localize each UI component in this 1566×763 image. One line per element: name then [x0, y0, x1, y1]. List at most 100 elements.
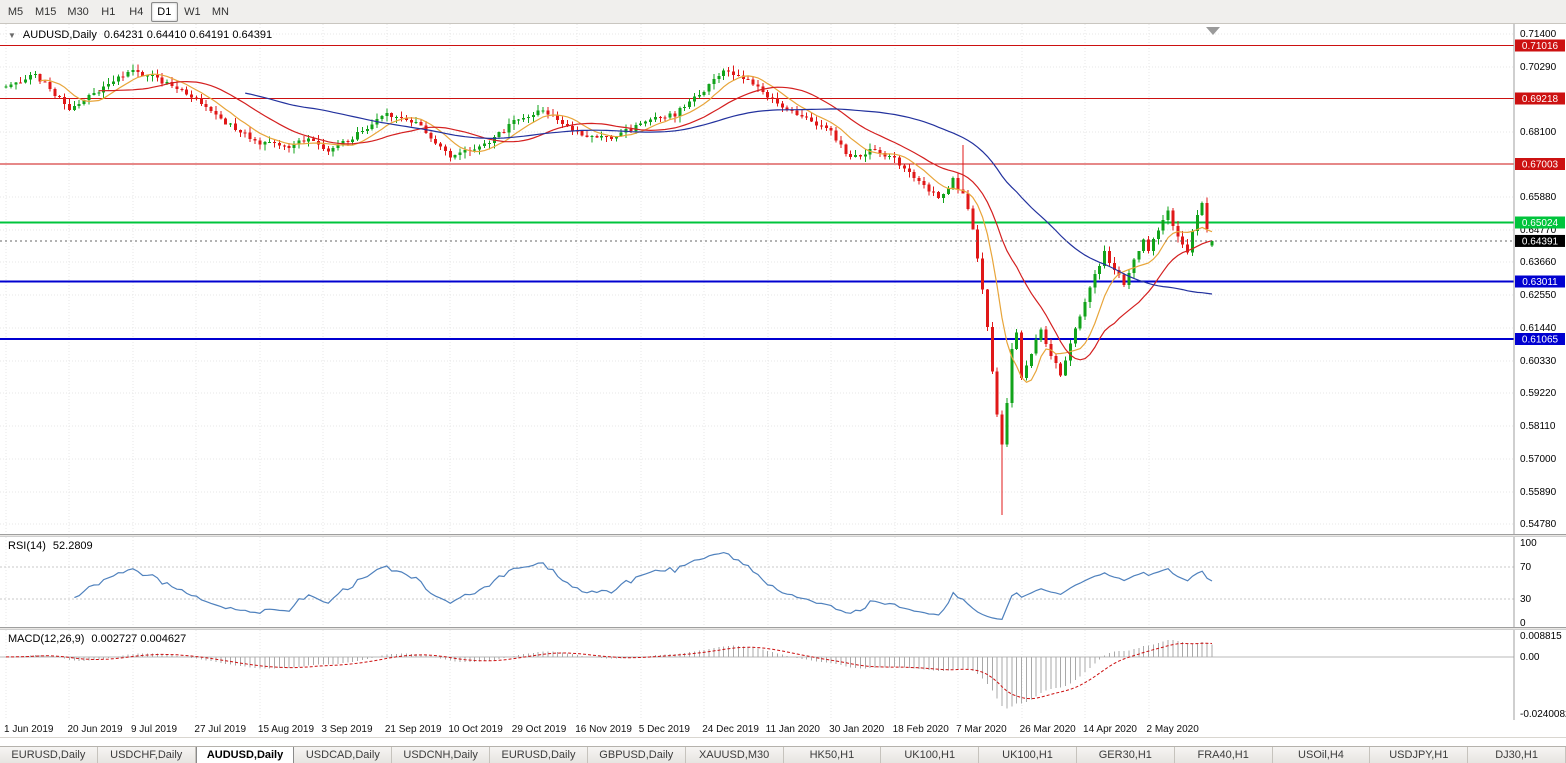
timeframe-toolbar: M5 M15 M30 H1 H4 D1 W1 MN — [0, 0, 1566, 24]
macd-axis-tick: -0.0240082 — [1520, 709, 1566, 720]
pane-splitter-rsi[interactable] — [0, 534, 1566, 537]
svg-text:0.59220: 0.59220 — [1520, 388, 1557, 399]
chart-tab-usdcad-daily[interactable]: USDCAD,Daily — [294, 747, 393, 763]
ohlc-values: 0.64231 0.64410 0.64191 0.64391 — [103, 29, 273, 41]
symbol-period-label: AUDUSD,Daily — [22, 29, 97, 41]
date-label: 27 Jul 2019 — [194, 724, 247, 735]
svg-text:0.64391: 0.64391 — [1522, 236, 1559, 247]
svg-text:0.63660: 0.63660 — [1520, 257, 1557, 268]
date-label: 15 Aug 2019 — [257, 724, 315, 735]
chart-tab-dj30-h1[interactable]: DJ30,H1 — [1468, 747, 1566, 763]
time-axis[interactable]: 1 Jun 2019 20 Jun 2019 9 Jul 2019 27 Jul 20… — [0, 720, 1566, 738]
date-label: 7 Mar 2020 — [956, 724, 1007, 735]
date-label: 24 Dec 2019 — [702, 724, 759, 735]
date-label: 26 Mar 2020 — [1019, 724, 1076, 735]
chart-shift-marker[interactable] — [1206, 27, 1220, 35]
chart-tab-fra40-h1[interactable]: FRA40,H1 — [1174, 747, 1273, 763]
date-label: 10 Oct 2019 — [448, 724, 503, 735]
svg-text:0.68100: 0.68100 — [1520, 127, 1557, 138]
macd-axis-tick: 0.008815 — [1520, 631, 1562, 642]
timeframe-button-m30[interactable]: M30 — [67, 5, 89, 18]
pane-splitter-macd[interactable] — [0, 627, 1566, 630]
chart-tab-eurusd-daily[interactable]: EURUSD,Daily — [0, 747, 98, 763]
chart-tab-usdchf-daily[interactable]: USDCHF,Daily — [97, 747, 196, 763]
chart-tab-usdcnh-daily[interactable]: USDCNH,Daily — [392, 747, 491, 763]
current-price-marker: 0.64391 — [0, 234, 1565, 247]
timeframe-button-m5[interactable]: M5 — [7, 5, 24, 18]
date-label: 16 Nov 2019 — [575, 724, 632, 735]
macd-grid — [0, 630, 1514, 720]
date-label: 3 Sep 2019 — [321, 724, 373, 735]
horizontal-level-lines[interactable]: 0.71016 0.69218 0.67003 0.65024 0.63011 0.610… — [0, 39, 1565, 346]
svg-text:0.58110: 0.58110 — [1520, 421, 1556, 432]
macd-signal-line — [6, 642, 1213, 700]
svg-text:0.62550: 0.62550 — [1520, 290, 1557, 301]
rsi-value-label: 52.2809 — [52, 540, 93, 552]
svg-text:0.61065: 0.61065 — [1522, 334, 1559, 345]
ma-8-line — [40, 73, 1213, 384]
rsi-name-label: RSI(14) — [8, 540, 46, 552]
chart-tab-usoil-h4[interactable]: USOil,H4 — [1272, 747, 1371, 763]
ma-20-line — [98, 80, 1213, 361]
ma-50-line — [245, 92, 1213, 295]
date-label: 5 Dec 2019 — [638, 724, 690, 735]
rsi-line — [74, 551, 1213, 621]
chart-tab-hk50-h1[interactable]: HK50,H1 — [783, 747, 882, 763]
chart-tabs-bar: EURUSD,Daily USDCHF,Daily AUDUSD,Daily USDC… — [0, 746, 1566, 763]
rsi-axis-tick: 0 — [1520, 618, 1526, 627]
svg-text:0.71400: 0.71400 — [1520, 29, 1557, 40]
svg-text:0.69218: 0.69218 — [1522, 94, 1559, 105]
date-label: 29 Oct 2019 — [511, 724, 567, 735]
date-label: 1 Jun 2019 — [4, 724, 54, 735]
svg-text:0.61440: 0.61440 — [1520, 323, 1557, 334]
price-axis-ticks: 0.71400 0.70290 0.68100 0.65880 0.64770 0.636… — [1520, 29, 1557, 530]
svg-text:0.60330: 0.60330 — [1520, 356, 1557, 367]
svg-text:0.70290: 0.70290 — [1520, 62, 1557, 73]
date-label: 30 Jan 2020 — [829, 724, 885, 735]
date-label: 21 Sep 2019 — [384, 724, 442, 735]
timeframe-button-mn[interactable]: MN — [211, 5, 229, 18]
chart-tab-gbpusd-daily[interactable]: GBPUSD,Daily — [587, 747, 686, 763]
chart-tab-ger30-h1[interactable]: GER30,H1 — [1076, 747, 1175, 763]
macd-axis-tick: 0.00 — [1520, 652, 1540, 663]
date-label: 14 Apr 2020 — [1083, 724, 1137, 735]
timeframe-button-m15[interactable]: M15 — [35, 5, 57, 18]
macd-value-label: 0.002727 0.004627 — [91, 633, 187, 645]
price-chart[interactable]: 0.71400 0.70290 0.68100 0.65880 0.64770 0.636… — [0, 24, 1566, 534]
price-grid — [0, 24, 1514, 534]
date-label: 9 Jul 2019 — [130, 724, 178, 735]
macd-name-label: MACD(12,26,9) — [8, 633, 85, 645]
svg-text:0.65024: 0.65024 — [1522, 218, 1559, 229]
symbol-dropdown-icon[interactable]: ▼ — [8, 30, 16, 40]
svg-text:0.57000: 0.57000 — [1520, 454, 1557, 465]
date-label: 2 May 2020 — [1146, 724, 1199, 735]
date-label: 20 Jun 2019 — [67, 724, 123, 735]
chart-tab-uk100-h1[interactable]: UK100,H1 — [881, 747, 980, 763]
chart-tab-xauusd-m30[interactable]: XAUUSD,M30 — [685, 747, 784, 763]
chart-tab-usdjpy-h1[interactable]: USDJPY,H1 — [1370, 747, 1469, 763]
timeframe-button-h4[interactable]: H4 — [129, 5, 144, 18]
rsi-indicator-chart[interactable]: 100 70 30 0 — [0, 537, 1566, 627]
chart-tab-eurusd-daily[interactable]: EURUSD,Daily — [490, 747, 588, 763]
chart-title: ▼ AUDUSD,Daily 0.64231 0.64410 0.64191 0… — [8, 29, 272, 41]
macd-indicator-chart[interactable]: 0.008815 0.00 -0.0240082 — [0, 630, 1566, 720]
rsi-axis-tick: 100 — [1520, 538, 1537, 549]
rsi-axis-tick: 70 — [1520, 562, 1532, 573]
macd-histogram — [10, 640, 1213, 709]
rsi-title: RSI(14) 52.2809 — [8, 540, 93, 552]
timeframe-button-h1[interactable]: H1 — [101, 5, 116, 18]
rsi-grid — [0, 537, 1514, 627]
svg-text:0.67003: 0.67003 — [1522, 159, 1559, 170]
svg-text:0.54780: 0.54780 — [1520, 519, 1557, 530]
chart-tab-audusd-daily[interactable]: AUDUSD,Daily — [195, 747, 295, 763]
timeframe-button-w1[interactable]: W1 — [184, 5, 201, 18]
timeframe-button-d1[interactable]: D1 — [150, 1, 178, 22]
svg-text:0.64770: 0.64770 — [1520, 225, 1557, 236]
chart-tab-uk100-h1[interactable]: UK100,H1 — [979, 747, 1077, 763]
macd-title: MACD(12,26,9) 0.002727 0.004627 — [8, 633, 186, 645]
date-label: 18 Feb 2020 — [892, 724, 949, 735]
rsi-axis-tick: 30 — [1520, 594, 1532, 605]
svg-text:0.63011: 0.63011 — [1522, 277, 1558, 288]
date-label: 11 Jan 2020 — [765, 724, 820, 735]
